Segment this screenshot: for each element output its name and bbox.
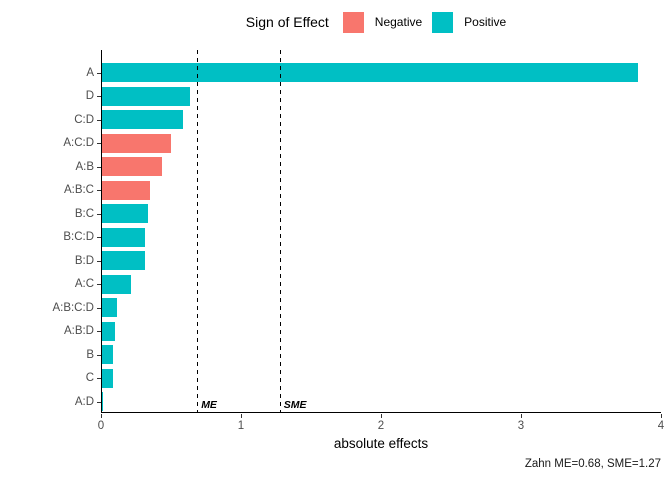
bar-A: [102, 63, 639, 82]
y-axis-tick: [97, 72, 101, 74]
y-axis-tick: [97, 119, 101, 121]
y-axis-label-A: A: [86, 66, 94, 79]
legend-label: Negative: [374, 15, 423, 29]
refline-label-sme: SME: [283, 399, 307, 411]
x-axis-tick-label: 0: [97, 420, 105, 432]
plot-panel: ME SME: [101, 50, 661, 413]
y-axis-label-B: B: [86, 348, 94, 361]
y-axis-label-B:C:D: B:C:D: [63, 231, 94, 243]
refline-sme: [279, 50, 281, 412]
y-axis-label-A:B:C: A:B:C: [63, 184, 94, 196]
y-axis-tick: [97, 213, 101, 215]
bar-D: [102, 86, 191, 106]
y-axis-tick: [97, 237, 101, 238]
bar-A:B: [102, 157, 163, 176]
y-axis-tick: [97, 284, 101, 285]
legend-item-positive: Positive: [432, 11, 507, 33]
x-axis-tick: [521, 414, 522, 418]
x-axis-tick: [381, 414, 382, 418]
legend-swatch-positive-icon: [432, 11, 454, 33]
y-axis-label-A:D: A:D: [74, 395, 94, 408]
y-axis-label-D: D: [85, 90, 94, 102]
y-axis-tick: [97, 331, 101, 332]
y-axis-tick: [97, 96, 101, 97]
y-axis-label-B:D: B:D: [74, 254, 94, 267]
legend-title: Sign of Effect: [245, 14, 329, 30]
y-axis-label-A:C:D: A:C:D: [63, 137, 94, 149]
y-axis-tick: [97, 143, 101, 144]
y-axis-tick: [97, 401, 101, 403]
bar-B:C: [102, 204, 149, 223]
bar-B:C:D: [102, 227, 146, 247]
y-axis-label-A:C: A:C: [74, 278, 94, 290]
bar-B:D: [102, 251, 146, 270]
y-axis-tick: [97, 378, 101, 379]
y-axis-tick: [97, 190, 101, 191]
y-axis-tick: [97, 260, 101, 262]
refline-me: [197, 50, 199, 412]
y-axis-label-A:B: A:B: [75, 160, 94, 173]
y-axis-label-B:C: B:C: [74, 207, 94, 220]
y-axis-label-A:B:D: A:B:D: [63, 325, 94, 337]
x-axis-tick: [241, 414, 242, 418]
x-axis-title: absolute effects: [333, 436, 429, 451]
bar-A:C:D: [102, 133, 171, 153]
bar-A:B:D: [102, 321, 115, 341]
x-axis-tick-label: 4: [657, 420, 665, 432]
refline-label-me: ME: [201, 399, 217, 411]
legend-swatch-negative-icon: [342, 11, 364, 33]
x-axis-tick-label: 1: [237, 420, 245, 432]
bar-A:D: [102, 392, 104, 411]
y-axis-label-C:D: C:D: [74, 113, 94, 126]
y-axis-tick: [97, 166, 101, 168]
caption: Zahn ME=0.68, SME=1.27: [524, 458, 661, 470]
legend-item-negative: Negative: [342, 11, 423, 33]
x-axis-tick: [661, 414, 662, 418]
bar-C: [102, 368, 114, 388]
bar-A:B:C: [102, 180, 150, 200]
x-axis-tick-label: 2: [377, 420, 385, 432]
y-axis-tick: [97, 307, 101, 309]
x-axis-tick-label: 3: [517, 420, 525, 432]
bar-A:C: [102, 274, 132, 294]
legend: Sign of Effect Negative Positive: [101, 8, 661, 36]
bar-B: [102, 345, 114, 364]
bar-A:B:C:D: [102, 298, 118, 317]
x-axis-tick: [101, 414, 102, 418]
y-axis-tick: [97, 354, 101, 356]
bar-C:D: [102, 110, 184, 129]
y-axis-label-A:B:C:D: A:B:C:D: [52, 301, 94, 314]
y-axis-label-C: C: [85, 372, 94, 384]
legend-label: Positive: [464, 15, 507, 29]
